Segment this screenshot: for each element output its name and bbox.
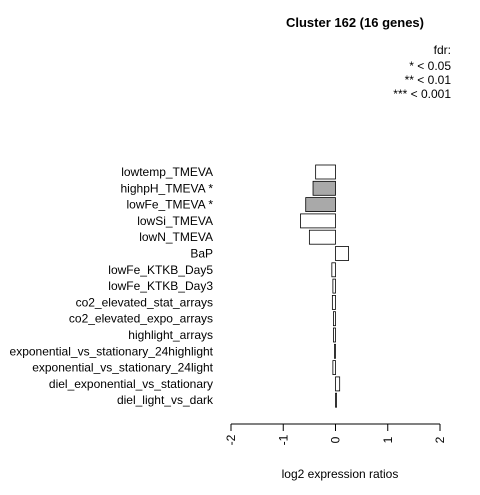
x-tick-label: 1 — [381, 436, 395, 443]
x-tick-label: -1 — [276, 434, 290, 445]
category-label: highlight_arrays — [128, 328, 213, 342]
bar — [305, 197, 336, 213]
legend-title: fdr: — [434, 43, 451, 57]
x-tick-label: 0 — [329, 436, 343, 443]
category-label: co2_elevated_stat_arrays — [76, 295, 213, 309]
x-tick-label: -2 — [224, 434, 238, 445]
category-label: co2_elevated_expo_arrays — [69, 312, 213, 326]
bar — [335, 392, 337, 408]
bar — [335, 376, 341, 392]
category-label: highpH_TMEVA * — [121, 181, 214, 195]
bar — [332, 278, 336, 294]
category-label: diel_light_vs_dark — [117, 393, 214, 407]
category-label: lowFe_KTKB_Day5 — [108, 263, 213, 277]
bar — [331, 262, 336, 278]
legend-entry: *** < 0.001 — [393, 87, 451, 101]
bar — [312, 180, 336, 196]
category-labels: lowtemp_TMEVA highpH_TMEVA * lowFe_TMEVA *… — [10, 165, 214, 407]
bar — [333, 311, 336, 327]
legend: fdr: * < 0.05** < 0.01*** < 0.001 — [393, 43, 451, 101]
category-label: lowFe_KTKB_Day3 — [108, 279, 213, 293]
bar — [334, 343, 336, 359]
bar — [333, 327, 336, 343]
bar — [308, 229, 336, 245]
x-axis: -2 -1 0 1 2 — [224, 423, 447, 445]
category-label: lowN_TMEVA — [139, 230, 213, 244]
category-label: lowFe_TMEVA * — [127, 198, 214, 212]
category-label: lowtemp_TMEVA — [121, 165, 213, 179]
category-label: diel_exponential_vs_stationary — [49, 377, 213, 391]
bar — [300, 213, 336, 229]
legend-entry: * < 0.05 — [409, 59, 451, 73]
bar — [335, 246, 349, 261]
bar — [331, 294, 336, 310]
legend-entry: ** < 0.01 — [405, 73, 452, 87]
bars — [300, 164, 349, 408]
x-tick-label: 2 — [433, 436, 447, 443]
bar — [332, 360, 336, 376]
category-label: BaP — [190, 247, 213, 261]
category-label: lowSi_TMEVA — [137, 214, 213, 228]
chart-title: Cluster 162 (16 genes) — [286, 15, 424, 30]
category-label: exponential_vs_stationary_24highlight — [10, 344, 214, 358]
bar — [315, 164, 336, 180]
x-axis-label: log2 expression ratios — [282, 467, 399, 481]
category-label: exponential_vs_stationary_24light — [32, 361, 213, 375]
